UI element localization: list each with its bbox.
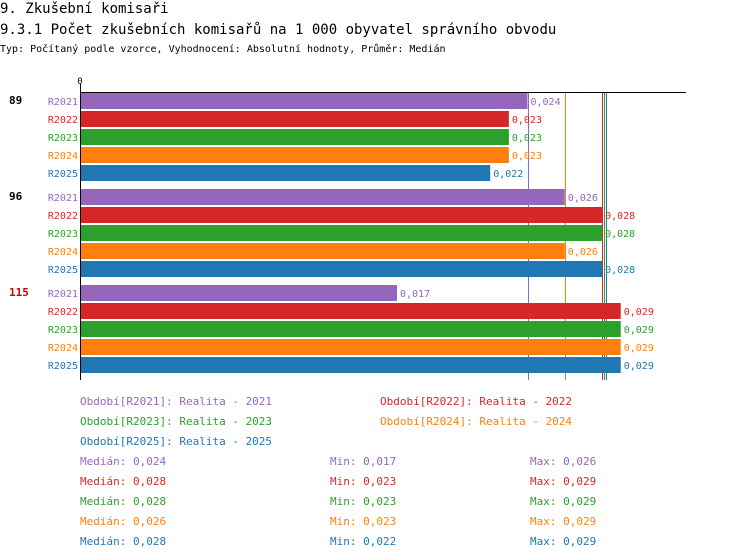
data-label: 0,029: [624, 307, 654, 318]
series-tick-label: R2021: [48, 193, 78, 204]
legend-median-r2023: Medián: 0,028: [80, 495, 167, 508]
bar-r2021: [81, 189, 565, 205]
bar-r2021: [81, 285, 397, 301]
axis-zero-label: 0: [77, 77, 82, 87]
series-tick-label: R2022: [48, 307, 78, 318]
bar-r2025: [81, 261, 603, 277]
bar-r2025: [81, 165, 491, 181]
bar-r2025: [81, 357, 621, 373]
chart-title: 9.3.1 Počet zkušebních komisařů na 1 000…: [0, 22, 557, 38]
bar-r2021: [81, 93, 528, 109]
bar-r2023: [81, 225, 603, 241]
legend-min-r2022: Min: 0,023: [330, 475, 397, 488]
data-label: 0,026: [568, 193, 598, 204]
data-label: 0,023: [512, 133, 542, 144]
series-tick-label: R2024: [48, 151, 78, 162]
bar-r2022: [81, 111, 509, 127]
data-label: 0,022: [493, 169, 523, 180]
bar-r2024: [81, 147, 509, 163]
data-label: 0,023: [512, 151, 542, 162]
group-label: 96: [9, 190, 23, 203]
series-tick-label: R2022: [48, 211, 78, 222]
data-label: 0,026: [568, 247, 598, 258]
series-tick-label: R2024: [48, 247, 78, 258]
group-label: 89: [9, 94, 22, 107]
legend-period-r2022: Období[R2022]: Realita - 2022: [380, 395, 573, 408]
series-tick-label: R2024: [48, 343, 78, 354]
legend-median-r2021: Medián: 0,024: [80, 455, 167, 468]
data-label: 0,023: [512, 115, 542, 126]
legend-max-r2023: Max: 0,029: [530, 495, 597, 508]
legend-median-r2024: Medián: 0,026: [80, 515, 167, 528]
legend-period-r2024: Období[R2024]: Realita - 2024: [380, 415, 573, 428]
bar-r2022: [81, 207, 603, 223]
legend-min-r2021: Min: 0,017: [330, 455, 397, 468]
data-label: 0,028: [605, 229, 635, 240]
series-tick-label: R2023: [48, 133, 78, 144]
bar-chart: 0 89 R2021 0,024 R2022 0,023 R2023 0,023 R2024 0,…: [9, 77, 686, 380]
series-tick-label: R2025: [48, 361, 78, 372]
series-tick-label: R2025: [48, 265, 78, 276]
series-tick-label: R2023: [48, 229, 78, 240]
legend-period-r2021: Období[R2021]: Realita - 2021: [80, 395, 273, 408]
series-tick-label: R2021: [48, 97, 78, 108]
legend-period-r2025: Období[R2025]: Realita - 2025: [80, 435, 273, 448]
group-label: 115: [9, 286, 29, 299]
legend-max-r2022: Max: 0,029: [530, 475, 597, 488]
legend-median-r2025: Medián: 0,028: [80, 535, 167, 548]
series-tick-label: R2025: [48, 169, 78, 180]
data-label: 0,028: [605, 265, 635, 276]
legend-period-r2023: Období[R2023]: Realita - 2023: [80, 415, 273, 428]
bar-r2023: [81, 129, 509, 145]
chart-subtitle: Typ: Počítaný podle vzorce, Vyhodnocení:…: [0, 44, 446, 55]
bar-r2022: [81, 303, 621, 319]
legend-median-r2022: Medián: 0,028: [80, 475, 167, 488]
bar-r2024: [81, 243, 565, 259]
series-tick-label: R2023: [48, 325, 78, 336]
legend-min-r2023: Min: 0,023: [330, 495, 397, 508]
legend-max-r2025: Max: 0,029: [530, 535, 597, 548]
series-tick-label: R2022: [48, 115, 78, 126]
data-label: 0,029: [624, 325, 654, 336]
data-label: 0,024: [531, 97, 561, 108]
data-label: 0,017: [400, 289, 430, 300]
section-title: 9. Zkušební komisaři: [0, 1, 169, 17]
series-tick-label: R2021: [48, 289, 78, 300]
legend-max-r2021: Max: 0,026: [530, 455, 597, 468]
data-label: 0,029: [624, 361, 654, 372]
bar-r2023: [81, 321, 621, 337]
legend-min-r2024: Min: 0,023: [330, 515, 397, 528]
bar-r2024: [81, 339, 621, 355]
data-label: 0,028: [605, 211, 635, 222]
legend-max-r2024: Max: 0,029: [530, 515, 597, 528]
data-label: 0,029: [624, 343, 654, 354]
legend-min-r2025: Min: 0,022: [330, 535, 397, 548]
